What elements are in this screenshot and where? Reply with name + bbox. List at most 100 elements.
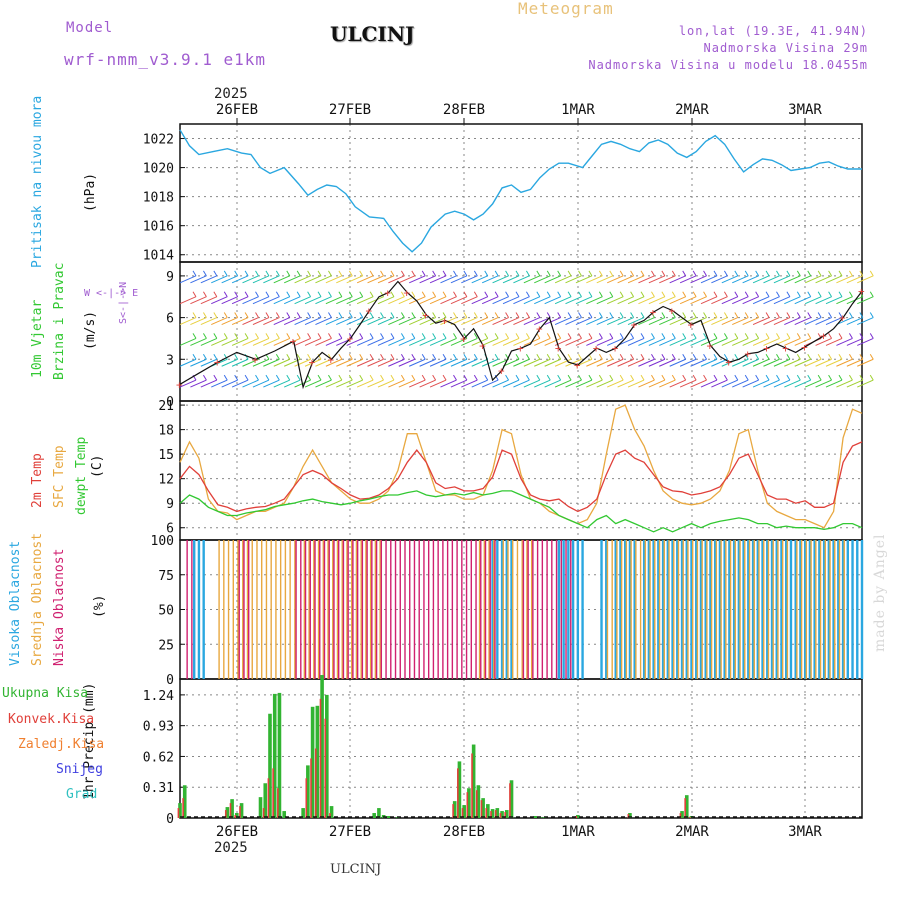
wind-barb-flag: [473, 312, 478, 318]
wind-barb: [263, 379, 280, 388]
wind-gust-mark: +: [536, 323, 543, 336]
wind-barb: [231, 275, 249, 284]
precip-bar-conv: [679, 813, 682, 818]
wind-barb: [179, 379, 197, 388]
wind-barb-flag: [765, 312, 770, 318]
wind-barb: [554, 317, 572, 326]
wind-barb: [596, 317, 613, 326]
wind-barb-flag: [453, 353, 457, 360]
wind-barb-flag: [630, 312, 635, 318]
wind-barb: [273, 296, 290, 305]
wind-barb-flag: [380, 353, 384, 360]
wind-barb: [336, 358, 353, 367]
wind-barb: [659, 317, 676, 326]
wind-barb-flag: [765, 333, 770, 339]
wind-barb-flag: [359, 374, 364, 381]
precip-bar-conv: [494, 810, 497, 818]
wind-barb: [565, 358, 582, 367]
wind-barb-flag: [338, 374, 343, 381]
wind-barb-flag: [213, 312, 218, 318]
wind-barb-flag: [307, 312, 312, 318]
precip-bar-total: [476, 785, 481, 818]
wind-barb: [773, 296, 791, 305]
precip-bar-conv: [475, 790, 478, 818]
temp-2m-line: [179, 441, 863, 513]
wind-barb: [586, 296, 603, 305]
wind-barb-flag: [838, 270, 843, 277]
wind-barb: [534, 337, 551, 346]
wind-barb-flag: [463, 312, 468, 318]
ytick-label-0-0: 1014: [143, 249, 174, 264]
wind-barb-flag: [411, 291, 416, 297]
wind-barb: [388, 317, 405, 326]
wind-barb-flag: [432, 312, 437, 318]
wind-barb: [554, 379, 572, 388]
wind-barb-flag: [484, 374, 489, 381]
wind-barb: [534, 358, 551, 367]
precip-bar-total: [178, 803, 182, 818]
wind-barb-flag: [202, 374, 207, 381]
wind-barb: [492, 275, 509, 284]
ytick-label-2-0: 6: [166, 522, 174, 537]
wind-barb-flag: [380, 270, 384, 277]
wind-barb-flag: [421, 270, 426, 277]
wind-barb: [648, 275, 666, 284]
wind-barb-flag: [400, 353, 405, 360]
wind-barb: [273, 358, 290, 367]
date-bottom-3: 1MAR: [561, 824, 595, 840]
wind-barb: [211, 317, 228, 326]
wind-barb-flag: [213, 374, 218, 381]
precip-bar-total: [490, 809, 495, 818]
wind-barb: [617, 317, 634, 326]
wind-barb-flag: [578, 353, 582, 360]
wind-gust-mark: +: [669, 305, 676, 318]
wind-barb-flag: [651, 333, 655, 339]
wind-gust-mark: +: [631, 319, 638, 332]
wind-barb: [367, 275, 384, 284]
wind-barb: [502, 358, 520, 367]
wind-barb: [502, 337, 520, 346]
precip-bar-conv: [234, 815, 237, 818]
wind-barb: [732, 379, 749, 388]
wind-barb-flag: [494, 270, 499, 277]
precip-bar-conv: [272, 768, 274, 818]
wind-barb-flag: [202, 270, 207, 277]
wind-barb: [784, 337, 801, 346]
wind-barb-flag: [463, 291, 468, 297]
wind-gust-mark: +: [725, 356, 732, 369]
wind-barb-flag: [786, 291, 791, 297]
wind-barb: [711, 296, 728, 305]
wind-barb-flag: [369, 312, 374, 318]
precip-bar-conv: [314, 748, 317, 818]
wind-barb: [200, 358, 218, 367]
precip-bar-total: [301, 808, 305, 818]
wind-gust-mark: +: [688, 319, 695, 332]
wind-gust-mark: +: [365, 305, 372, 318]
wind-barb: [773, 275, 791, 284]
wind-barb-flag: [713, 374, 718, 381]
precip-bar-conv: [262, 808, 265, 818]
wind-barb: [534, 379, 551, 388]
wind-barb: [200, 379, 218, 388]
wind-barb-flag: [838, 291, 843, 297]
temp-label-3: dewpt Temp: [74, 436, 89, 515]
wind-barb-flag: [525, 270, 530, 277]
wind-barb-flag: [786, 333, 791, 339]
wind-barb: [784, 296, 801, 305]
wind-barb-flag: [421, 333, 426, 339]
wind-barb: [179, 317, 197, 326]
wind-barb-flag: [484, 270, 489, 277]
wind-barb-flag: [463, 374, 468, 381]
wind-barb: [752, 379, 770, 388]
wind-barb-flag: [796, 312, 801, 318]
wind-barb: [388, 358, 405, 367]
wind-barb-flag: [421, 353, 426, 360]
wind-barb-flag: [536, 312, 541, 318]
wind-barb-flag: [640, 312, 645, 318]
model-name: wrf-nmm_v3.9.1 e1km: [64, 50, 267, 69]
wind-barb: [252, 296, 270, 305]
wind-barb: [617, 358, 634, 367]
wind-barb: [565, 337, 582, 346]
wind-barb-flag: [578, 374, 582, 381]
wind-barb: [440, 358, 457, 367]
